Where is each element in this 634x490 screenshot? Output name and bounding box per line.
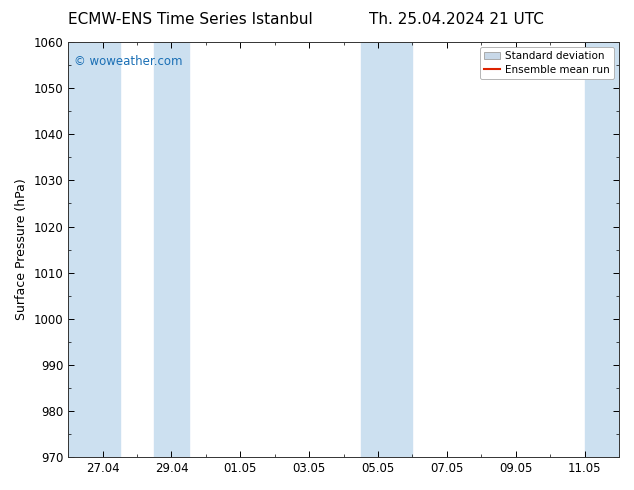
Text: ECMW-ENS Time Series Istanbul: ECMW-ENS Time Series Istanbul [68,12,313,27]
Y-axis label: Surface Pressure (hPa): Surface Pressure (hPa) [15,179,28,320]
Text: Th. 25.04.2024 21 UTC: Th. 25.04.2024 21 UTC [369,12,544,27]
Bar [395,42,413,457]
Legend: Standard deviation, Ensemble mean run: Standard deviation, Ensemble mean run [480,47,614,79]
Bar [585,42,619,457]
Bar [154,42,189,457]
Bar [68,42,120,457]
Bar [361,42,395,457]
Text: © woweather.com: © woweather.com [74,54,182,68]
